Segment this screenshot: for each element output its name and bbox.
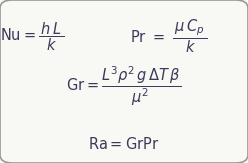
Text: $\mathrm{Nu} = \dfrac{\,h\,L\,}{k}$: $\mathrm{Nu} = \dfrac{\,h\,L\,}{k}$	[0, 20, 64, 53]
Text: $\mathrm{Pr}\ =\ \dfrac{\,\mu\,C_p\,}{k}$: $\mathrm{Pr}\ =\ \dfrac{\,\mu\,C_p\,}{k}…	[130, 18, 208, 55]
Text: $\mathrm{Gr} = \dfrac{L^3\rho^2\,g\,\Delta T\,\beta}{\mu^2}$: $\mathrm{Gr} = \dfrac{L^3\rho^2\,g\,\Del…	[66, 64, 182, 108]
Text: $\mathrm{Ra} = \mathrm{GrPr}$: $\mathrm{Ra} = \mathrm{GrPr}$	[88, 136, 160, 152]
